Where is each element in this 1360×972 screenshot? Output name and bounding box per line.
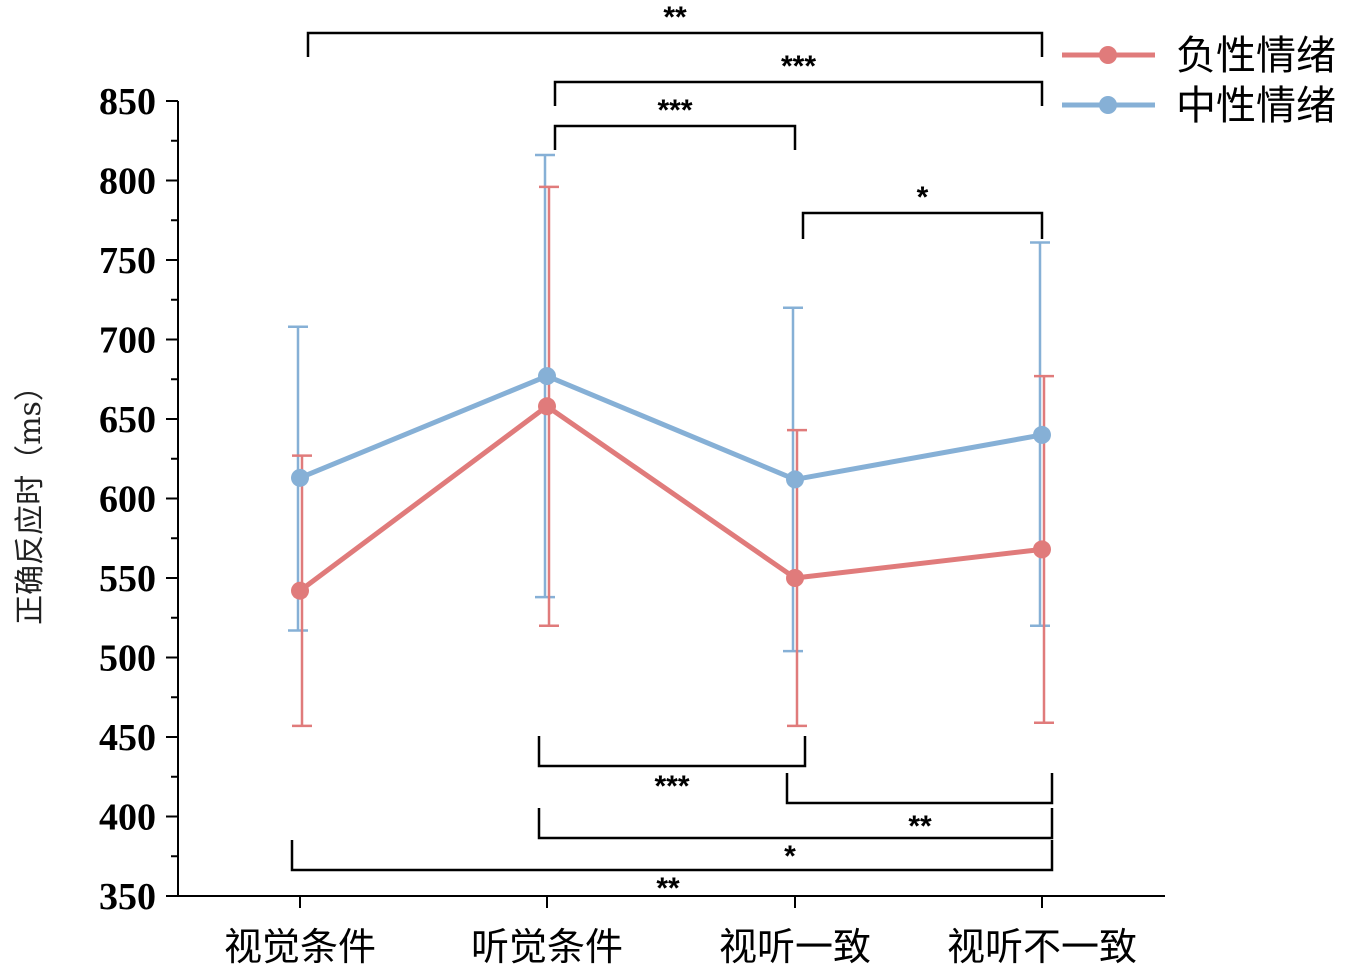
series-line-neutral	[299, 373, 1043, 482]
significance-bracket	[553, 124, 797, 150]
significance-bracket	[785, 773, 1054, 805]
data-point	[786, 470, 804, 489]
significance-bracket	[537, 736, 807, 768]
significance-label: **	[663, 1, 687, 34]
significance-label: *	[784, 840, 796, 873]
significance-bracket	[801, 211, 1044, 239]
significance-label: **	[656, 872, 680, 905]
data-point	[1033, 425, 1051, 444]
data-point	[291, 581, 309, 600]
significance-label: ***	[657, 94, 692, 127]
x-axis: 视觉条件 听觉条件 视听一致 视听不一致	[178, 895, 1165, 969]
y-tick-label: 800	[99, 161, 156, 203]
significance-brackets: *****************	[290, 1, 1054, 905]
x-tick-label: 听觉条件	[471, 925, 623, 969]
x-tick-label: 视听不一致	[947, 925, 1137, 969]
y-tick-label: 350	[99, 876, 156, 918]
y-tick-label: 600	[99, 479, 156, 521]
y-tick-label: 850	[99, 81, 156, 123]
y-tick-label: 750	[99, 240, 156, 282]
y-tick-label: 450	[99, 717, 156, 759]
significance-bracket	[553, 80, 1044, 106]
data-points	[291, 367, 1051, 600]
error-bars	[288, 153, 1054, 728]
data-point	[291, 468, 309, 487]
significance-label: *	[917, 181, 929, 214]
y-tick-label: 650	[99, 399, 156, 441]
series-line-negative	[298, 403, 1043, 593]
data-point	[1033, 540, 1051, 559]
y-tick-label: 550	[99, 558, 156, 600]
legend-marker	[1099, 96, 1117, 114]
legend-marker	[1099, 46, 1117, 64]
data-point	[786, 569, 804, 587]
significance-bracket	[537, 808, 1054, 840]
data-point	[538, 397, 556, 416]
data-point	[538, 367, 556, 386]
significance-bracket	[306, 31, 1044, 57]
series-lines	[298, 373, 1043, 593]
significance-bracket	[290, 840, 1054, 872]
legend-label: 中性情绪	[1176, 83, 1336, 129]
significance-label: ***	[781, 50, 816, 83]
y-tick-label: 400	[99, 797, 156, 839]
y-axis: 350 400 450 500 550 600 650 700 750 800 850	[99, 81, 179, 918]
significance-label: ***	[654, 770, 689, 803]
legend-label: 负性情绪	[1176, 33, 1336, 79]
x-tick-label: 视觉条件	[224, 925, 376, 969]
x-tick-label: 视听一致	[719, 925, 871, 969]
y-axis-label: 正确反应时（ms）	[13, 371, 48, 625]
y-tick-label: 700	[99, 320, 156, 362]
y-tick-label: 500	[99, 638, 156, 680]
significance-label: **	[908, 810, 932, 843]
